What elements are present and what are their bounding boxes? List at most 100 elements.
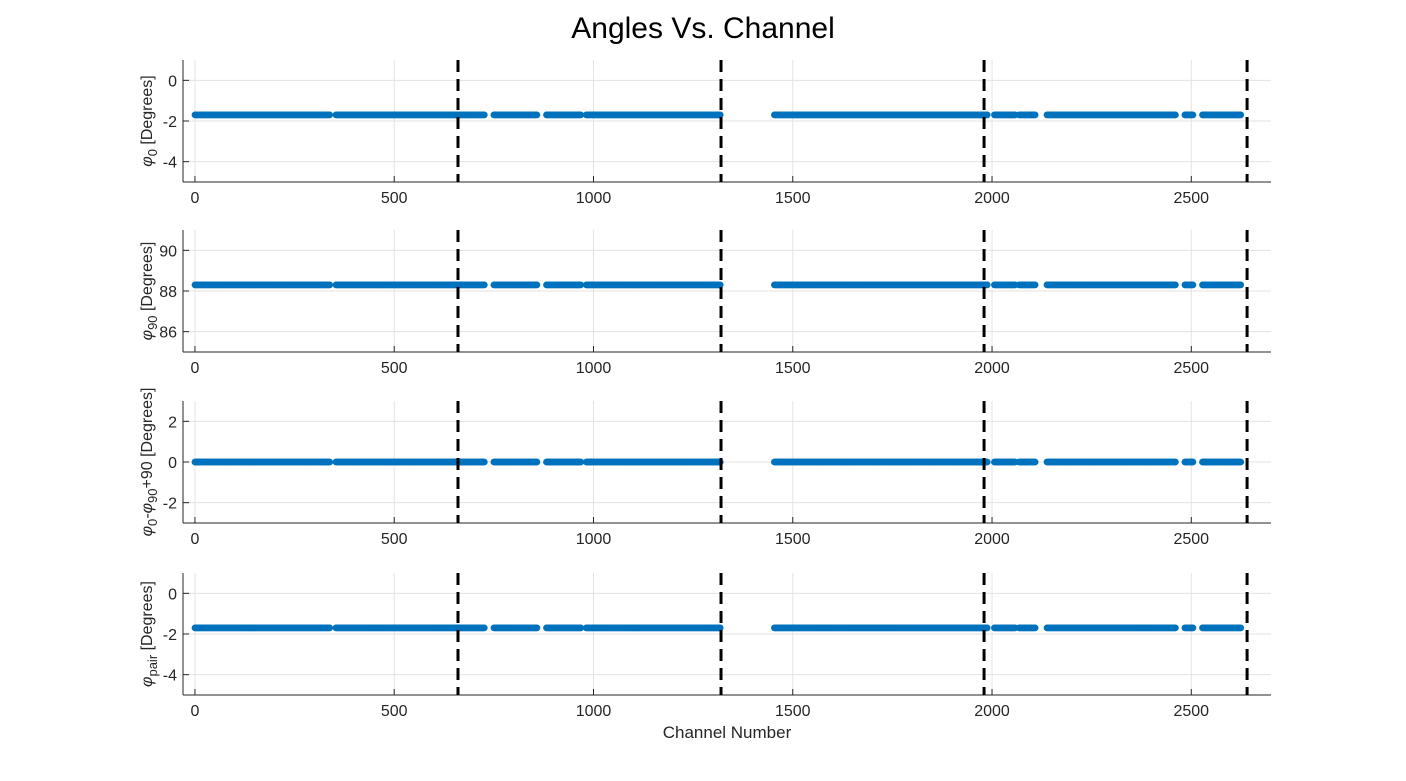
y-label-part: -φ [139,503,156,519]
x-tick-label: 0 [191,190,200,207]
data-point [577,458,585,466]
y-axis-label: φ0 [Degrees] [139,75,160,166]
data-point [1172,111,1179,119]
y-tick-label: -4 [163,155,177,172]
data-series [191,624,1245,632]
data-point [326,458,334,466]
x-tick-label: 500 [381,190,408,207]
y-label-part: [Degrees] [139,242,156,316]
data-point [1172,624,1179,632]
data-point [533,458,541,466]
y-label-part: +90 [Degrees] [139,388,156,489]
y-tick-label: 0 [168,586,177,603]
data-point [1237,624,1245,632]
data-point [716,111,724,119]
data-point [1189,458,1197,466]
x-axis-label: Channel Number [663,723,792,742]
y-label-part: 90 [145,489,160,503]
y-tick-label: 2 [168,414,177,431]
y-label-part: φ [139,526,156,536]
y-label-part: pair [145,654,160,676]
data-point [1237,111,1245,119]
x-tick-label: 1000 [576,360,612,377]
y-tick-label: -2 [163,627,177,644]
data-point [716,624,724,632]
y-axis-label: φ90 [Degrees] [139,242,160,341]
x-tick-label: 2500 [1173,190,1209,207]
y-tick-label: 88 [159,284,177,301]
y-tick-label: 90 [159,243,177,260]
data-point [1031,624,1039,632]
data-point [1237,281,1245,289]
data-point [716,281,724,289]
data-point [1172,281,1179,289]
data-point [1031,281,1039,289]
y-label-part: 90 [145,315,160,329]
data-point [533,624,541,632]
data-point [983,281,991,289]
y-label-part: 0 [145,149,160,156]
x-tick-label: 2000 [974,190,1010,207]
x-tick-label: 2000 [974,703,1010,720]
x-tick-label: 500 [381,703,408,720]
y-tick-label: -2 [163,114,177,131]
y-label-part: φ [139,156,156,166]
data-point [480,624,488,632]
y-tick-label: 86 [159,325,177,342]
data-point [326,624,334,632]
chart-title: Angles Vs. Channel [571,12,835,45]
x-tick-label: 500 [381,360,408,377]
y-tick-label: -2 [163,496,177,513]
x-tick-label: 1500 [775,531,811,548]
data-point [533,111,541,119]
data-point [577,281,585,289]
data-series [191,111,1245,119]
x-tick-label: 2000 [974,360,1010,377]
y-tick-label: 0 [168,73,177,90]
data-point [1172,458,1179,466]
data-point [577,111,585,119]
x-tick-label: 0 [191,531,200,548]
data-point [1189,624,1197,632]
x-tick-label: 2000 [974,531,1010,548]
data-point [480,111,488,119]
y-axis-label: φ0-φ90+90 [Degrees] [139,388,160,537]
x-tick-label: 1000 [576,190,612,207]
x-tick-label: 1500 [775,703,811,720]
y-axis-label: φpair [Degrees] [139,581,160,687]
x-tick-label: 1000 [576,703,612,720]
data-point [480,281,488,289]
y-tick-label: 0 [168,455,177,472]
data-point [577,624,585,632]
data-point [1031,458,1039,466]
y-label-part: [Degrees] [139,581,156,655]
x-tick-label: 2500 [1173,360,1209,377]
data-point [326,281,334,289]
x-tick-label: 2500 [1173,531,1209,548]
data-point [983,111,991,119]
x-tick-label: 1500 [775,360,811,377]
x-tick-label: 1500 [775,190,811,207]
y-label-part: 0 [145,519,160,526]
x-tick-label: 1000 [576,531,612,548]
data-point [533,281,541,289]
x-tick-label: 2500 [1173,703,1209,720]
data-point [983,624,991,632]
data-point [326,111,334,119]
x-tick-label: 500 [381,531,408,548]
data-point [1031,111,1039,119]
x-tick-label: 0 [191,703,200,720]
data-point [1237,458,1245,466]
data-point [1189,111,1197,119]
data-series [191,281,1245,289]
y-label-part: [Degrees] [139,75,156,149]
y-label-part: φ [139,677,156,687]
y-label-part: φ [139,330,156,340]
data-series [191,458,1245,466]
x-tick-label: 0 [191,360,200,377]
